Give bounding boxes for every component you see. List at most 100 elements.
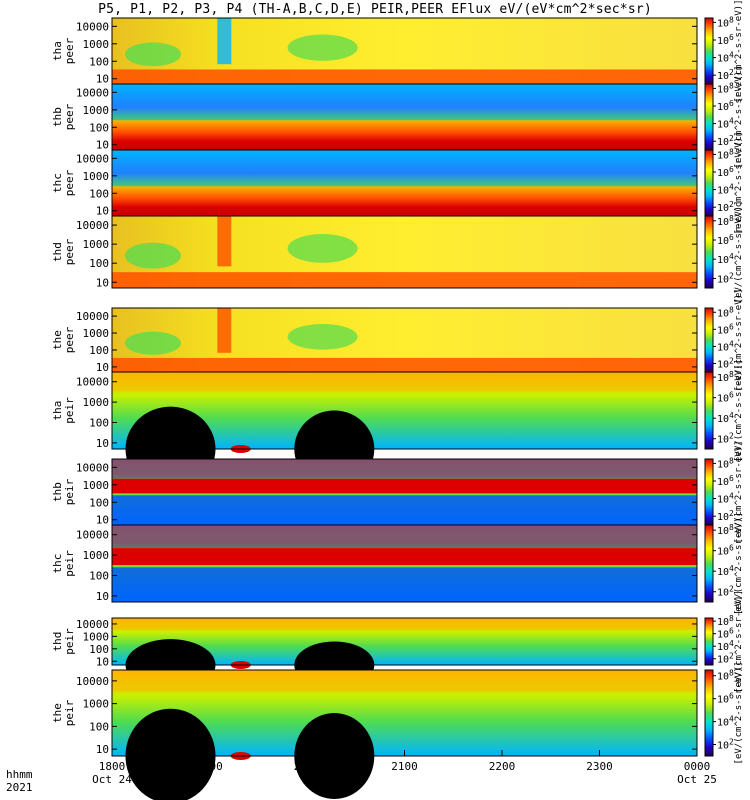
y-tick-label: 10 bbox=[96, 73, 109, 86]
y-tick-label: 10000 bbox=[76, 618, 109, 631]
spectrogram-panel-tha-peir: 10000 1000 100 10 tha peir 108 106 104 102 [eV/(cm… bbox=[51, 359, 744, 492]
panel-probe-label: thb bbox=[51, 482, 64, 502]
colorbar-tick-label: 102 bbox=[717, 134, 734, 148]
y-tick-label: 10000 bbox=[76, 20, 109, 33]
heatmap-body bbox=[112, 18, 697, 84]
y-tick-label: 100 bbox=[89, 257, 109, 270]
panel-species-label: peer bbox=[63, 238, 76, 265]
colorbar-tick-label: 104 bbox=[717, 339, 734, 353]
y-tick-label: 10 bbox=[96, 361, 109, 374]
colorbar-tick-label: 108 bbox=[717, 305, 734, 319]
panel-probe-label: the bbox=[51, 703, 64, 723]
y-tick-label: 10000 bbox=[76, 529, 109, 542]
colorbar-tick-label: 106 bbox=[717, 33, 734, 47]
colorbar-tick-label: 102 bbox=[717, 738, 734, 752]
panel-probe-label: thd bbox=[51, 632, 64, 652]
y-tick-label: 10 bbox=[96, 655, 109, 668]
colorbar-tick-label: 102 bbox=[717, 68, 734, 82]
panel-species-label: peer bbox=[63, 169, 76, 196]
spectrogram-panel-thb-peir: 10000 1000 100 10 thb peir 108 106 104 102 [eV/(cm… bbox=[51, 441, 744, 544]
y-tick-label: 10000 bbox=[76, 219, 109, 232]
panel-frame bbox=[111, 215, 698, 289]
spectrogram-panel-the-peir: 10000 1000 100 10 the peir 108 106 104 102 [eV/(cm… bbox=[51, 662, 744, 800]
spectrogram-panel-thc-peir: 10000 1000 100 10 thc peir 108 106 104 102 [eV/(cm… bbox=[51, 512, 744, 615]
y-tick-label: 100 bbox=[89, 416, 109, 429]
colorbar-tick-label: 106 bbox=[717, 233, 734, 247]
colorbar-tick-label: 108 bbox=[717, 81, 734, 95]
y-tick-label: 10000 bbox=[76, 310, 109, 323]
y-tick-label: 100 bbox=[89, 121, 109, 134]
spectrogram-panel-thd-peer: 10000 1000 100 10 thd peer 108 106 104 102 [eV/(cm… bbox=[51, 201, 744, 304]
colorbar-tick-label: 102 bbox=[717, 356, 734, 370]
colorbar-tick-label: 106 bbox=[717, 165, 734, 179]
plot-title: P5, P1, P2, P3, P4 (TH-A,B,C,D,E) PEIR,P… bbox=[98, 2, 652, 17]
y-tick-label: 10 bbox=[96, 276, 109, 289]
x-tick-label: 1800 bbox=[99, 760, 126, 773]
colorbar-label: [eV/(cm^2-s-sr-eV)] bbox=[734, 359, 744, 462]
y-tick-label: 10000 bbox=[76, 86, 109, 99]
colorbar-label: [eV/(cm^2-s-sr-eV)] bbox=[734, 132, 744, 235]
x-start-date-label: Oct 24 bbox=[92, 773, 132, 786]
y-tick-label: 1000 bbox=[83, 630, 110, 643]
y-tick-label: 100 bbox=[89, 344, 109, 357]
panel-probe-label: thd bbox=[51, 242, 64, 262]
colorbar-tick-label: 108 bbox=[717, 669, 734, 683]
year-label: 2021 bbox=[6, 781, 33, 794]
colorbar-tick-label: 106 bbox=[717, 474, 734, 488]
colorbar-tick-label: 108 bbox=[717, 523, 734, 537]
colorbar-tick-label: 108 bbox=[717, 370, 734, 384]
y-tick-label: 10 bbox=[96, 514, 109, 527]
colorbar-tick-label: 108 bbox=[717, 15, 734, 29]
x-tick-label: 2100 bbox=[391, 760, 418, 773]
y-tick-label: 10000 bbox=[76, 376, 109, 389]
panel-species-label: peir bbox=[63, 478, 76, 505]
x-tick-label: 2300 bbox=[586, 760, 613, 773]
spectrogram-panel-thb-peer: 10000 1000 100 10 thb peer 108 106 104 102 [eV/(cm… bbox=[51, 66, 744, 169]
y-tick-label: 1000 bbox=[83, 38, 110, 51]
colorbar-label: [eV/(cm^2-s-sr-eV)] bbox=[734, 289, 744, 392]
y-tick-label: 100 bbox=[89, 569, 109, 582]
colorbar-tick-label: 104 bbox=[717, 252, 734, 266]
panel-frame bbox=[111, 617, 698, 666]
x-tick-label: 1900 bbox=[196, 760, 223, 773]
colorbar-tick-label: 104 bbox=[717, 183, 734, 197]
panel-probe-label: thc bbox=[51, 554, 64, 574]
spectrogram-panel-the-peer: 10000 1000 100 10 the peer 108 106 104 102 [eV/(cm… bbox=[51, 289, 744, 392]
colorbar-label: [eV/(cm^2-s-sr-eV)] bbox=[734, 662, 744, 765]
panel-species-label: peir bbox=[63, 699, 76, 726]
colorbar-tick-label: 104 bbox=[717, 492, 734, 506]
x-tick-label: 2200 bbox=[489, 760, 516, 773]
colorbar-tick-label: 106 bbox=[717, 322, 734, 336]
panel-probe-label: thc bbox=[51, 173, 64, 193]
y-tick-label: 1000 bbox=[83, 238, 110, 251]
y-tick-label: 100 bbox=[89, 720, 109, 733]
panel-probe-label: thb bbox=[51, 107, 64, 127]
y-tick-label: 1000 bbox=[83, 327, 110, 340]
colorbar-tick-label: 106 bbox=[717, 544, 734, 558]
y-tick-label: 10 bbox=[96, 590, 109, 603]
panel-species-label: peir bbox=[63, 550, 76, 577]
panel-probe-label: the bbox=[51, 330, 64, 350]
colorbar-label: [eV/(cm^2-s-sr-eV)] bbox=[734, 441, 744, 544]
y-tick-label: 10000 bbox=[76, 152, 109, 165]
heatmap-body bbox=[112, 308, 697, 372]
panel-frame bbox=[111, 371, 698, 450]
panel-frame bbox=[111, 524, 698, 603]
panel-species-label: peer bbox=[63, 326, 76, 353]
colorbar-label: [eV/(cm^2-s-sr-eV)] bbox=[734, 512, 744, 615]
panel-probe-label: tha bbox=[51, 401, 64, 421]
colorbar-tick-label: 102 bbox=[717, 432, 734, 446]
time-format-label: hhmm bbox=[6, 768, 33, 781]
y-tick-label: 1000 bbox=[83, 104, 110, 117]
y-tick-label: 100 bbox=[89, 55, 109, 68]
colorbar-tick-label: 104 bbox=[717, 411, 734, 425]
x-tick-label: 0000 bbox=[684, 760, 711, 773]
y-tick-label: 100 bbox=[89, 643, 109, 656]
colorbar-tick-label: 108 bbox=[717, 214, 734, 228]
colorbar-tick-label: 102 bbox=[717, 585, 734, 599]
